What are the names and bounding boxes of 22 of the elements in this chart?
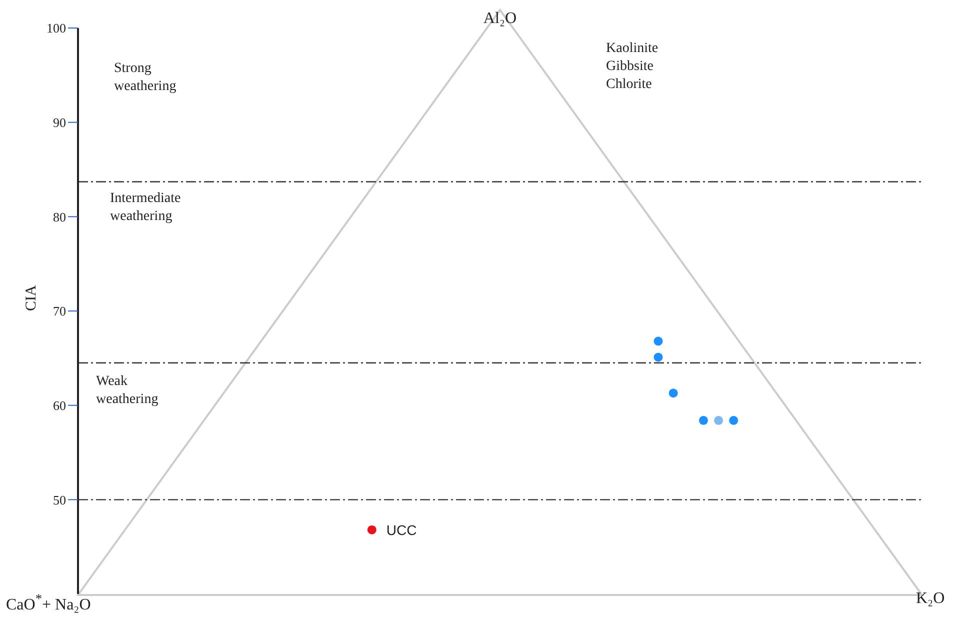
point	[714, 416, 724, 425]
annotation: Kaolinite Gibbsite Chlorite	[606, 40, 660, 94]
y-tick-label: 70	[53, 304, 66, 319]
annotation: CaO$^{*}$+ Na₂O	[6, 590, 92, 614]
y-tick-label: 100	[46, 20, 66, 36]
y-tick-label: 60	[53, 398, 66, 413]
point	[654, 336, 663, 346]
point	[668, 388, 678, 398]
point	[654, 352, 663, 362]
y-tick-label: 90	[53, 114, 66, 130]
text: Al₂O	[482, 10, 518, 28]
annotation: Strong weathering	[114, 60, 178, 96]
annotation: Weak weathering	[96, 373, 160, 409]
annotation: K₂O	[916, 590, 946, 608]
y-tick-label: 80	[53, 209, 66, 224]
point	[729, 416, 738, 425]
y-axis-title: CIA	[23, 285, 40, 311]
point	[367, 525, 376, 534]
y-tick-label: 50	[53, 492, 66, 508]
series-label: UCC	[386, 522, 417, 538]
annotation: Intermediate weathering	[110, 190, 182, 226]
point	[698, 416, 708, 425]
